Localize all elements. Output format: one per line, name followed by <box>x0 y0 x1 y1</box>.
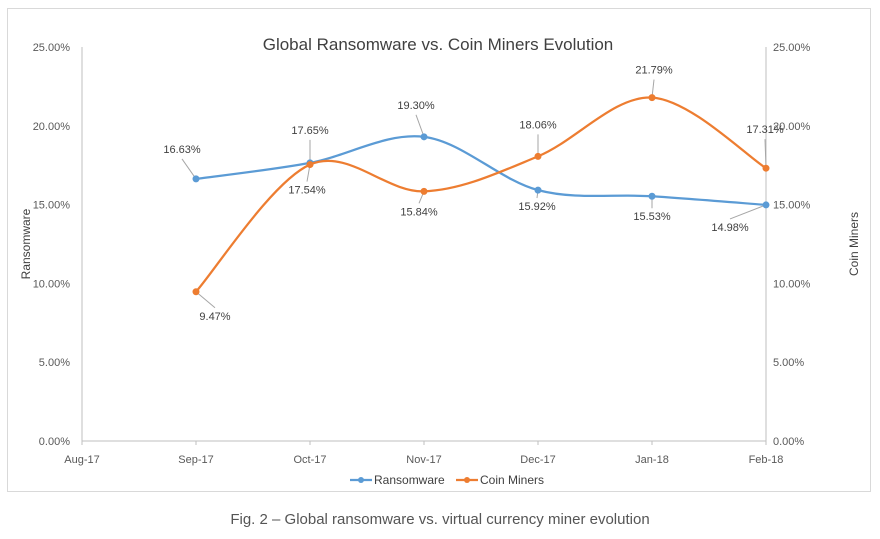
data-label: 18.06% <box>519 119 557 131</box>
y-tick-label: 10.00% <box>33 278 71 290</box>
data-point <box>192 288 200 296</box>
figure-caption: Fig. 2 – Global ransomware vs. virtual c… <box>230 511 650 528</box>
data-label: 15.53% <box>633 211 671 223</box>
data-label-leader <box>729 204 767 220</box>
y2-tick-label: 15.00% <box>773 200 811 212</box>
data-point <box>762 164 770 172</box>
data-label-leader <box>764 139 767 169</box>
data-point <box>420 187 428 195</box>
legend: Ransomware Coin Miners <box>350 473 544 487</box>
data-label: 9.47% <box>199 311 230 323</box>
x-tick-label: Jan-18 <box>635 454 669 466</box>
data-label: 17.54% <box>288 185 326 197</box>
legend-entry: Coin Miners <box>480 473 544 487</box>
data-point <box>534 186 542 194</box>
data-label: 17.65% <box>291 125 329 137</box>
legend-marker <box>464 477 470 483</box>
y-tick-label: 5.00% <box>39 357 70 369</box>
data-label: 14.98% <box>711 222 749 234</box>
data-label: 15.92% <box>518 201 556 213</box>
line-chart: Global Ransomware vs. Coin Miners Evolut… <box>19 35 861 487</box>
series-line-coin-miners <box>194 96 768 293</box>
y-tick-label: 25.00% <box>33 42 71 54</box>
data-label-leader <box>415 114 425 138</box>
x-tick-label: Oct-17 <box>293 454 326 466</box>
data-point <box>762 201 770 209</box>
y2-tick-label: 25.00% <box>773 42 811 54</box>
y-tick-label: 15.00% <box>33 200 71 212</box>
legend-marker <box>358 477 364 483</box>
y2-axis-title: Coin Miners <box>847 212 861 276</box>
x-tick-label: Sep-17 <box>178 454 213 466</box>
chart-title: Global Ransomware vs. Coin Miners Evolut… <box>263 35 614 54</box>
x-tick-label: Dec-17 <box>520 454 555 466</box>
series-line-ransomware <box>194 135 768 207</box>
y2-tick-label: 5.00% <box>773 357 804 369</box>
data-label: 17.31% <box>746 124 784 136</box>
y2-tick-label: 0.00% <box>773 436 804 448</box>
y-tick-label: 0.00% <box>39 436 70 448</box>
series-layer: 16.63% 17.65% 19.30% 15.92% 15.53% 14.98% 9.47… <box>163 65 784 323</box>
legend-entry: Ransomware <box>374 473 445 487</box>
data-label: 21.79% <box>635 65 673 77</box>
chart-frame <box>7 8 871 492</box>
data-point <box>534 152 542 160</box>
data-point <box>306 161 314 169</box>
axes <box>81 47 767 445</box>
data-point <box>192 175 200 183</box>
data-label-leader <box>195 291 216 309</box>
data-point <box>648 94 656 102</box>
data-label: 19.30% <box>397 100 435 112</box>
y-tick-label: 20.00% <box>33 121 71 133</box>
x-tick-label: Nov-17 <box>406 454 441 466</box>
tick-labels: 0.00% 0.00% 5.00% 5.00% 10.00% 10.00% 15.00% 15… <box>33 42 811 466</box>
data-point <box>648 192 656 200</box>
x-tick-label: Aug-17 <box>64 454 99 466</box>
data-label: 16.63% <box>163 144 201 156</box>
data-label-leader <box>181 158 197 180</box>
y2-tick-label: 20.00% <box>773 121 811 133</box>
y-axis-title: Ransomware <box>19 208 33 279</box>
x-tick-label: Feb-18 <box>749 454 784 466</box>
data-point <box>420 133 428 141</box>
y2-tick-label: 10.00% <box>773 278 811 290</box>
data-label: 15.84% <box>400 206 438 218</box>
